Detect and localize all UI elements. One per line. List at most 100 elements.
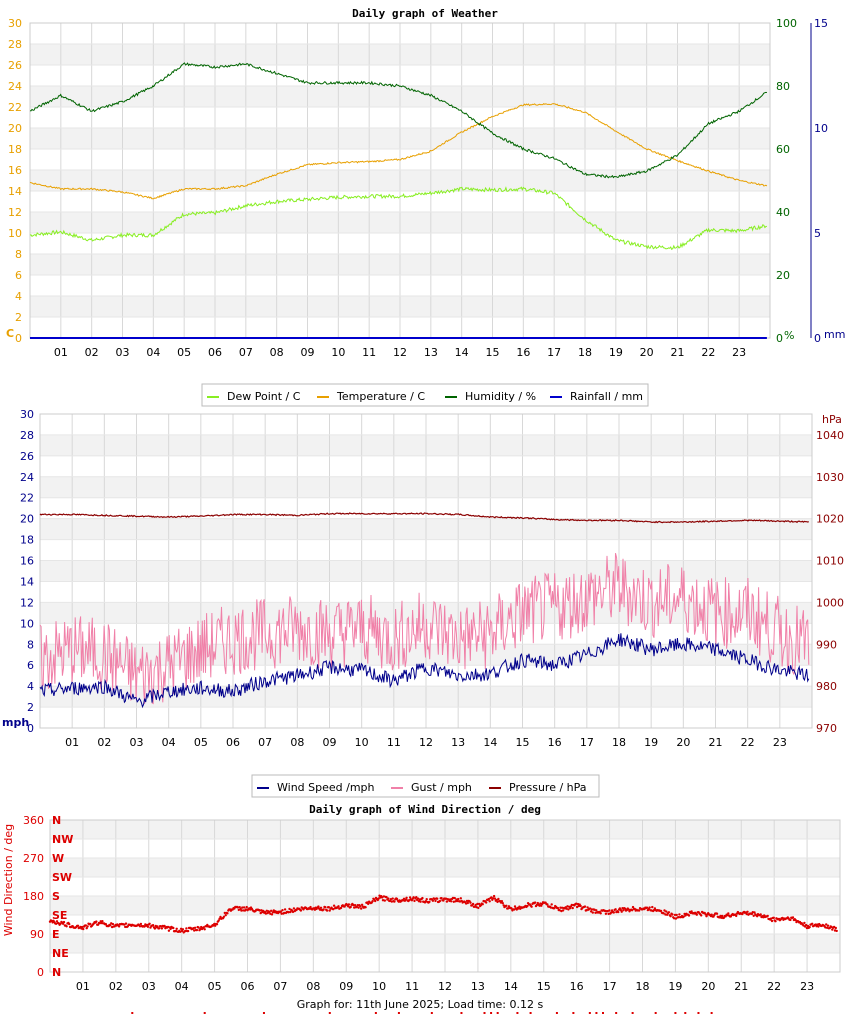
direction-point <box>452 900 455 903</box>
direction-point <box>433 897 436 901</box>
pressure-tick-label: 1040 <box>816 429 844 442</box>
direction-point <box>513 905 517 908</box>
direction-point <box>438 899 442 903</box>
direction-point <box>167 929 171 932</box>
direction-point <box>561 906 564 909</box>
direction-point <box>224 914 227 917</box>
stray-marker <box>674 1012 677 1014</box>
direction-series <box>48 894 838 1014</box>
direction-point <box>495 898 498 902</box>
wind-grid <box>39 413 813 729</box>
hour-tick-label: 16 <box>570 980 584 993</box>
direction-point <box>535 903 539 907</box>
wind-tick-label: 24 <box>20 471 34 484</box>
rain-tick-label: 15 <box>814 17 828 30</box>
direction-point <box>585 909 588 912</box>
direction-point <box>825 923 828 926</box>
direction-point <box>271 911 275 914</box>
hour-tick-label: 07 <box>239 346 253 359</box>
temp-axis-unit: C <box>6 327 14 340</box>
direction-tick-label: 90 <box>30 928 44 941</box>
wind-tick-label: 8 <box>27 638 34 651</box>
hour-tick-label: 14 <box>483 736 497 749</box>
legend-pressure: Pressure / hPa <box>509 781 587 794</box>
hour-tick-label: 01 <box>65 736 79 749</box>
temp-tick-label: 10 <box>8 227 22 240</box>
direction-point <box>279 910 282 913</box>
direction-point <box>245 905 248 909</box>
direction-point <box>622 909 625 912</box>
hour-tick-label: 02 <box>97 736 111 749</box>
direction-point <box>268 910 271 914</box>
wind-tick-label: 20 <box>20 513 34 526</box>
direction-point <box>746 910 749 913</box>
compass-label: SW <box>52 871 72 884</box>
direction-point <box>270 913 274 916</box>
direction-point <box>774 920 777 923</box>
direction-chart-title: Daily graph of Wind Direction / deg <box>309 803 541 816</box>
direction-point <box>669 915 672 918</box>
direction-point <box>415 896 418 899</box>
direction-point <box>789 918 792 922</box>
direction-point <box>766 914 769 918</box>
direction-point <box>465 899 469 903</box>
wind-series <box>39 512 810 709</box>
direction-point <box>675 913 678 917</box>
direction-point <box>385 896 388 899</box>
hour-tick-label: 02 <box>85 346 99 359</box>
direction-point <box>270 909 273 912</box>
direction-point <box>759 913 762 916</box>
hour-tick-label: 11 <box>405 980 419 993</box>
direction-point <box>419 900 422 903</box>
direction-point <box>690 910 693 913</box>
direction-point <box>599 912 602 915</box>
direction-point <box>804 923 808 927</box>
hour-tick-label: 05 <box>177 346 191 359</box>
direction-point <box>704 913 707 916</box>
rain-axis-unit: mm <box>824 328 845 341</box>
temp-tick-label: 24 <box>8 80 22 93</box>
hour-tick-label: 02 <box>109 980 123 993</box>
direction-point <box>556 906 560 910</box>
direction-point <box>710 913 713 916</box>
temp-tick-label: 16 <box>8 164 22 177</box>
weather-series <box>29 62 768 339</box>
direction-point <box>567 908 570 911</box>
direction-point <box>138 925 142 928</box>
direction-point <box>325 909 329 912</box>
hour-tick-label: 09 <box>323 736 337 749</box>
direction-point <box>163 924 166 928</box>
direction-point <box>172 926 175 930</box>
stray-marker <box>631 1012 634 1014</box>
weather-chart-title: Daily graph of Weather <box>352 7 498 20</box>
wind-tick-label: 22 <box>20 492 34 505</box>
direction-point <box>440 897 443 900</box>
hour-tick-label: 19 <box>644 736 658 749</box>
direction-point <box>184 929 187 933</box>
direction-point <box>583 905 587 908</box>
direction-point <box>719 914 722 918</box>
direction-point <box>769 917 773 920</box>
hour-tick-label: 22 <box>701 346 715 359</box>
direction-point <box>223 911 226 915</box>
direction-point <box>546 903 549 906</box>
direction-point <box>808 925 811 929</box>
direction-point <box>638 909 641 912</box>
direction-point <box>266 911 269 915</box>
hour-tick-label: 09 <box>301 346 315 359</box>
direction-point <box>389 898 393 901</box>
direction-point <box>645 906 649 909</box>
wind-tick-label: 10 <box>20 617 34 630</box>
wind-tick-label: 4 <box>27 680 34 693</box>
direction-point <box>721 914 724 918</box>
direction-point <box>319 906 323 909</box>
direction-point <box>405 896 408 899</box>
direction-point <box>371 900 374 903</box>
hour-tick-label: 08 <box>270 346 284 359</box>
direction-point <box>59 922 62 925</box>
direction-point <box>158 927 161 930</box>
direction-point <box>824 926 827 929</box>
direction-point <box>98 922 102 925</box>
direction-point <box>428 900 431 904</box>
compass-label: S <box>52 890 60 903</box>
